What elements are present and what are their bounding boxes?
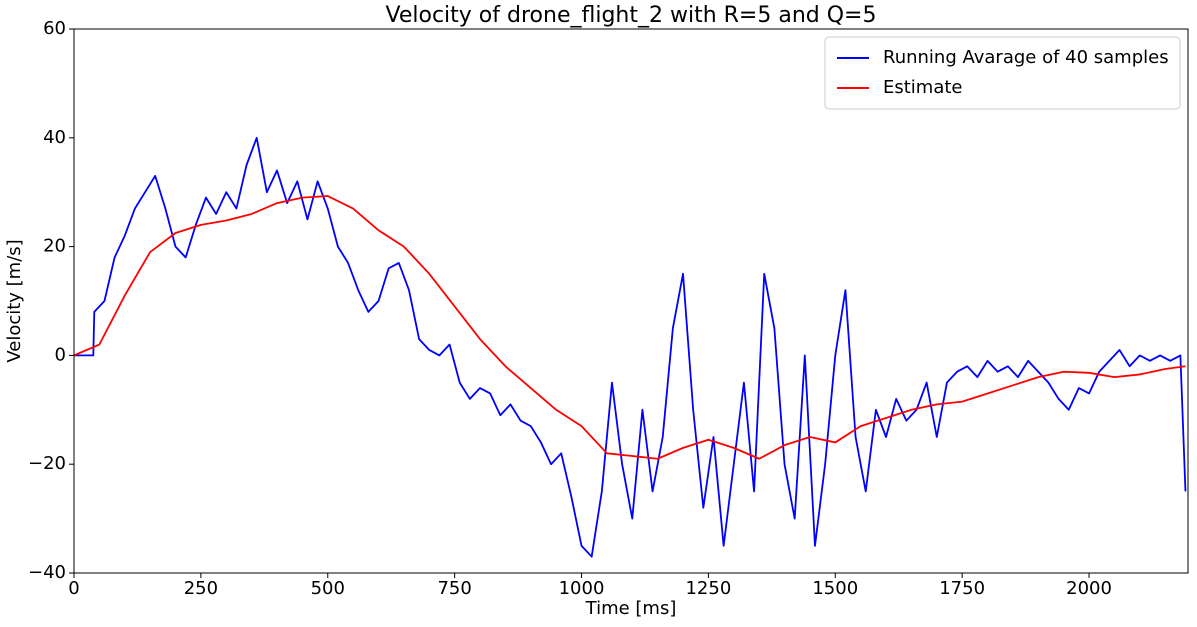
x-axis-label: Time [ms] [585, 598, 677, 619]
series-line [74, 136, 1187, 558]
x-tick-label: 1250 [685, 578, 731, 599]
plot-frame [73, 28, 1189, 574]
x-tick-label: 1500 [812, 578, 858, 599]
legend-label: Estimate [883, 77, 963, 98]
y-tick-label: 40 [43, 127, 66, 148]
y-tick-label: 20 [43, 236, 66, 257]
legend-box [824, 36, 1181, 110]
x-tick-label: 1750 [939, 578, 985, 599]
y-tick-label: 60 [43, 18, 66, 39]
legend-label: Running Avarage of 40 samples [883, 47, 1169, 68]
x-tick-label: 750 [437, 578, 471, 599]
x-tick-label: 1000 [559, 578, 605, 599]
y-tick-label: −40 [28, 562, 66, 583]
chart-title: Velocity of drone_flight_2 with R=5 and … [386, 3, 877, 28]
x-tick-label: 0 [68, 578, 79, 599]
y-tick-label: −20 [28, 453, 66, 474]
y-axis-label: Velocity [m/s] [4, 239, 25, 362]
x-tick-label: 500 [311, 578, 345, 599]
x-tick-label: 2000 [1066, 578, 1112, 599]
series-line [74, 195, 1186, 460]
x-tick-label: 250 [184, 578, 218, 599]
y-tick-label: 0 [55, 344, 66, 365]
